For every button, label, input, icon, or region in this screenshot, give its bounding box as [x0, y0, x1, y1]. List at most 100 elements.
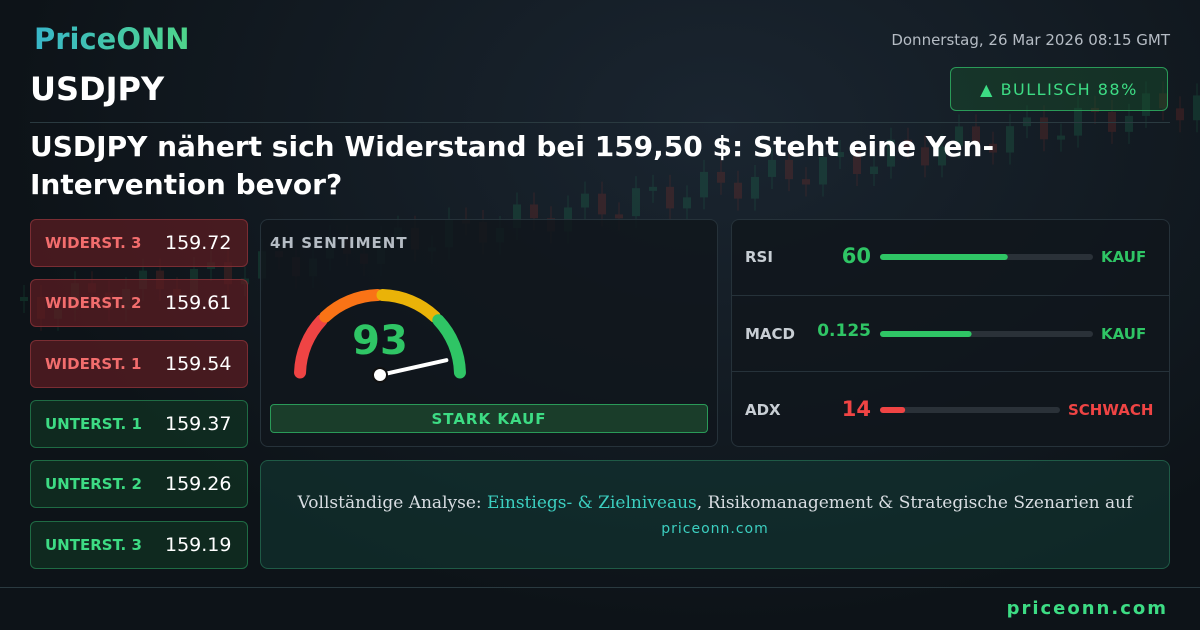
gauge-score: 93 — [352, 318, 408, 364]
cta-prefix: Vollständige Analyse: — [297, 493, 488, 513]
bg-candle — [581, 193, 589, 208]
bg-candle — [1006, 126, 1014, 153]
bg-candle — [836, 152, 844, 158]
level-label: WIDERST. 2 — [45, 294, 142, 312]
level-label: WIDERST. 1 — [45, 355, 142, 373]
bg-candle — [768, 159, 776, 177]
bg-candle — [1040, 117, 1048, 140]
cta-text: Vollständige Analyse: Einstiegs- & Zieln… — [261, 493, 1169, 513]
gauge-arc — [432, 314, 466, 379]
bg-candle — [938, 146, 946, 166]
divider — [30, 122, 1170, 123]
bg-candle — [734, 182, 742, 199]
divider — [0, 587, 1200, 588]
level-value: 159.61 — [165, 292, 232, 314]
gauge-arc — [376, 289, 441, 323]
level-row: WIDERST. 2 159.61 — [30, 279, 248, 327]
brand: PriceONN — [34, 22, 190, 56]
sentiment-badge: ▲ BULLISCH 88% — [950, 67, 1168, 111]
bg-candle — [1193, 95, 1200, 121]
bar-fill — [880, 331, 972, 337]
bg-candle — [1159, 93, 1167, 109]
bg-candle — [598, 193, 606, 215]
level-value: 159.19 — [165, 534, 232, 556]
bg-candle — [1142, 93, 1150, 116]
bg-candle — [989, 143, 997, 153]
bg-candle — [921, 147, 929, 166]
bg-candle — [717, 171, 725, 183]
bg-candle — [632, 188, 640, 217]
bg-candle — [1057, 135, 1065, 140]
indicator-name: ADX — [745, 401, 781, 419]
bg-candle — [20, 297, 28, 301]
gauge-hub — [372, 367, 388, 383]
level-row: WIDERST. 3 159.72 — [30, 219, 248, 267]
indicator-value: 0.125 — [817, 321, 871, 341]
footer-site[interactable]: priceonn.com — [1006, 598, 1168, 619]
date: Donnerstag, 26 Mar 2026 08:15 GMT — [891, 31, 1170, 49]
bg-candle — [1074, 107, 1082, 136]
bg-candle — [870, 166, 878, 174]
bg-candle — [955, 126, 963, 147]
bg-candle — [972, 126, 980, 144]
bg-candle — [1125, 115, 1133, 132]
indicator-name: MACD — [745, 325, 795, 343]
level-label: UNTERST. 3 — [45, 536, 142, 554]
indicator-bar — [880, 331, 1093, 337]
level-row: UNTERST. 1 159.37 — [30, 400, 248, 448]
level-label: UNTERST. 1 — [45, 415, 142, 433]
gauge-arc — [319, 289, 384, 323]
level-value: 159.37 — [165, 413, 232, 435]
indicator-name: RSI — [745, 248, 773, 266]
row-divider — [732, 371, 1169, 372]
level-row: UNTERST. 2 159.26 — [30, 460, 248, 508]
bg-candle — [666, 186, 674, 209]
cta-suffix: , Risikomanagement & Strategische Szenar… — [696, 493, 1133, 513]
bg-candle — [513, 204, 521, 229]
bg-candle — [615, 214, 623, 219]
bg-candle — [683, 197, 691, 209]
gauge: 93 — [294, 289, 466, 383]
level-row: UNTERST. 3 159.19 — [30, 521, 248, 569]
level-value: 159.54 — [165, 353, 232, 375]
bg-candle — [853, 152, 861, 174]
bg-candle — [1091, 107, 1099, 112]
indicator-signal: SCHWACH — [1068, 401, 1154, 419]
bg-candle — [530, 204, 538, 219]
indicator-value: 14 — [841, 397, 871, 421]
bar-fill — [880, 407, 906, 413]
level-value: 159.26 — [165, 473, 232, 495]
level-label: UNTERST. 2 — [45, 475, 142, 493]
bg-candle — [1023, 117, 1031, 127]
gauge-needle — [378, 358, 449, 377]
indicator-bar — [880, 254, 1093, 260]
indicator-signal: KAUF — [1101, 248, 1147, 266]
bg-candle — [785, 159, 793, 180]
bar-fill — [880, 254, 1008, 260]
verdict: STARK KAUF — [270, 404, 708, 433]
indicator-value: 60 — [841, 244, 871, 268]
bg-candle — [1108, 111, 1116, 132]
level-label: WIDERST. 3 — [45, 234, 142, 252]
bg-candle — [224, 262, 232, 285]
bar-track — [880, 407, 1060, 413]
bg-candle — [819, 157, 827, 185]
bg-candle — [1176, 108, 1184, 121]
level-row: WIDERST. 1 159.54 — [30, 340, 248, 388]
indicator-signal: KAUF — [1101, 325, 1147, 343]
symbol: USDJPY — [30, 70, 165, 108]
headline: USDJPY nähert sich Widerstand bei 159,50… — [30, 130, 995, 201]
cta-highlight: Einstiegs- & Zielniveaus — [487, 493, 697, 513]
row-divider — [732, 295, 1169, 296]
bg-candle — [751, 176, 759, 199]
bg-candle — [904, 139, 912, 148]
bg-candle — [802, 179, 810, 185]
bg-candle — [649, 186, 657, 191]
bg-candle — [887, 139, 895, 167]
level-value: 159.72 — [165, 232, 232, 254]
panel-title: 4H SENTIMENT — [270, 234, 408, 252]
cta-panel: Vollständige Analyse: Einstiegs- & Zieln… — [260, 460, 1170, 569]
indicator-bar — [880, 407, 1060, 413]
cta-link[interactable]: priceonn.com — [661, 521, 769, 537]
